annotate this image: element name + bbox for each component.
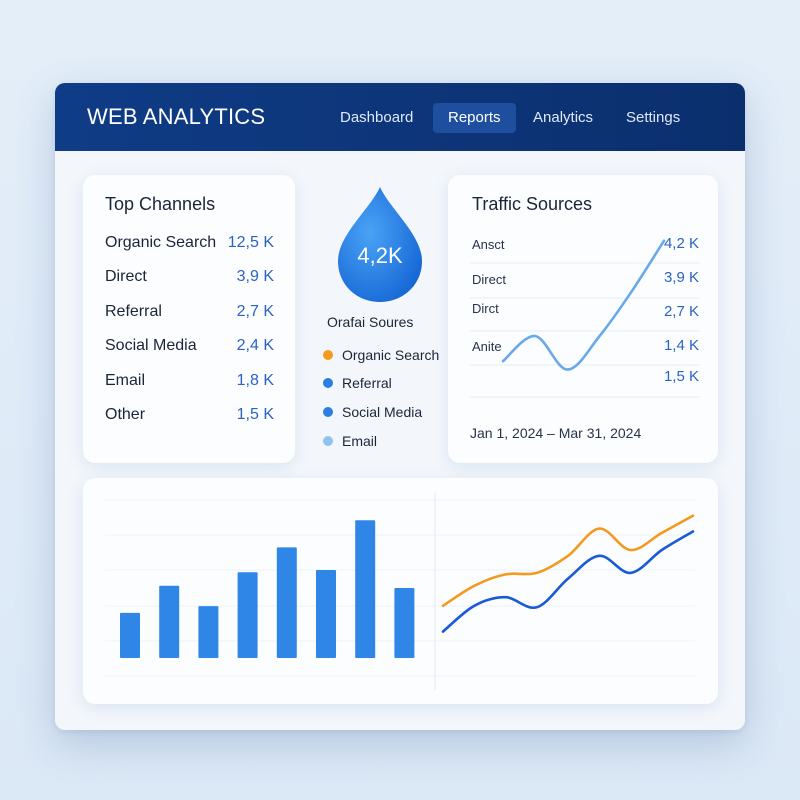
channel-value: 2,4 K [236,337,274,354]
channel-value: 12,5 K [227,234,274,251]
bar [394,588,415,658]
channel-label: Organic Search [105,234,217,251]
source-label: Dirct [472,301,499,316]
app-window: WEB ANALYTICS Dashboard Reports Analytic… [55,83,745,730]
legend-label: Email [342,433,378,449]
nav-dashboard[interactable]: Dashboard [340,109,414,126]
channel-value: 3,9 K [236,268,274,285]
traffic-trend-chart [470,239,700,398]
channel-value: 1,8 K [236,372,274,389]
top-channels-card: Top Channels Organic Search 12,5 K Direc… [83,175,295,463]
date-range: Jan 1, 2024 – Mar 31, 2024 [470,425,642,441]
nav-analytics[interactable]: Analytics [533,109,594,126]
series-line-blue [441,530,695,633]
source-label: Ansct [472,237,505,252]
bar-chart [120,520,415,658]
legend-dot [323,350,333,360]
app-title: WEB ANALYTICS [87,104,266,129]
legend-dot [323,407,333,417]
channel-label: Other [105,406,146,423]
bar [159,585,180,658]
series-line-orange [441,514,695,608]
channel-label: Direct [105,268,147,285]
header-bar: WEB ANALYTICS Dashboard Reports Analytic… [55,83,745,151]
bar [198,606,219,658]
channel-label: Email [105,372,146,389]
water-drop-icon: 4,2K [338,187,422,302]
source-value: 1,4 K [663,337,699,354]
legend-label: Organic Search [342,347,440,363]
legend-dot [323,378,333,388]
source-label: Direct [472,272,506,287]
source-label: Anite [472,339,502,354]
channel-label: Referral [105,303,162,320]
channel-label: Social Media [105,337,197,354]
legend-label: Social Media [342,404,423,420]
bar [355,520,376,658]
nav-reports[interactable]: Reports [433,103,516,133]
card-title-traffic-sources: Traffic Sources [472,194,593,214]
bar [237,572,258,658]
source-value: 2,7 K [663,303,699,320]
bar [316,570,336,658]
bottom-charts-svg [105,492,695,690]
channel-value: 2,7 K [236,303,274,320]
bar [120,612,140,658]
source-value: 1,5 K [663,368,699,385]
card-title-top-channels: Top Channels [105,194,216,214]
bottom-charts-card [83,478,718,704]
drop-value: 4,2K [357,243,403,268]
source-value: 3,9 K [663,269,699,286]
legend-label: Referral [342,375,392,391]
source-value: 4,2 K [663,235,699,252]
traffic-sources-card: Traffic Sources Ansct Direct Dirct Anite… [448,175,718,463]
trend-line [501,239,666,371]
drop-caption: Orafai Soures [327,314,414,330]
legend-dot [323,436,333,446]
nav-settings[interactable]: Settings [626,109,681,126]
bar [276,547,297,658]
channel-value: 1,5 K [236,406,274,423]
line-chart [441,514,695,633]
